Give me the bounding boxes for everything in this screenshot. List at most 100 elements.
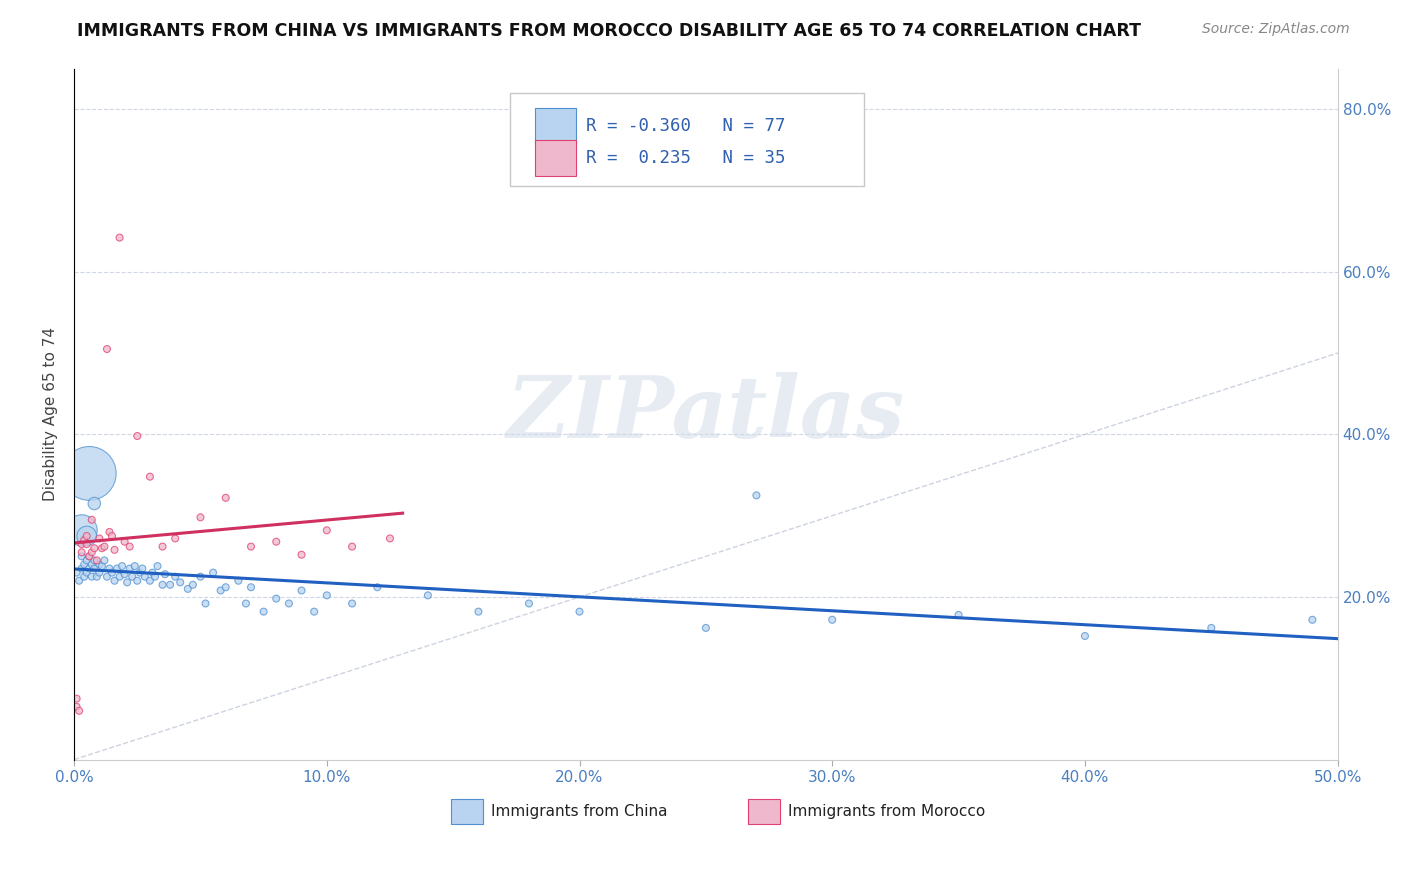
Point <box>105 561 128 575</box>
Point <box>83 553 105 567</box>
Point <box>80 558 103 572</box>
Point <box>169 575 191 590</box>
Point <box>366 580 388 594</box>
Point <box>77 549 100 564</box>
Point <box>152 578 174 592</box>
Point <box>127 429 149 443</box>
Point <box>121 569 143 583</box>
Point <box>315 524 337 538</box>
Point <box>76 529 98 543</box>
Point <box>86 553 108 567</box>
Point <box>77 467 100 481</box>
Point <box>127 574 149 588</box>
Point <box>83 561 105 575</box>
Point <box>165 532 187 546</box>
Point <box>302 605 325 619</box>
Point <box>159 578 181 592</box>
Point <box>143 569 166 583</box>
Point <box>568 605 591 619</box>
Point <box>67 704 90 718</box>
FancyBboxPatch shape <box>748 799 780 824</box>
Point <box>152 540 174 554</box>
Point <box>76 553 98 567</box>
Point <box>108 230 131 244</box>
Point <box>98 524 121 539</box>
Point <box>108 569 131 583</box>
FancyBboxPatch shape <box>536 140 575 177</box>
FancyBboxPatch shape <box>451 799 484 824</box>
Point <box>93 540 115 554</box>
Point <box>70 561 93 575</box>
Point <box>89 558 111 572</box>
Point <box>948 607 970 622</box>
Point <box>131 561 153 575</box>
Point <box>118 540 141 554</box>
FancyBboxPatch shape <box>510 93 863 186</box>
Point <box>378 532 401 546</box>
Point <box>80 513 103 527</box>
Point <box>467 605 489 619</box>
Point <box>139 469 162 483</box>
Point <box>90 559 112 574</box>
Point <box>80 569 103 583</box>
Point <box>96 342 118 356</box>
Point <box>89 532 111 546</box>
Point <box>517 597 540 611</box>
Point <box>65 566 87 580</box>
Point <box>194 597 217 611</box>
Point <box>277 597 299 611</box>
Point <box>190 569 212 583</box>
Point <box>86 569 108 583</box>
Point <box>67 574 90 588</box>
Point <box>65 691 87 706</box>
Point <box>73 558 96 572</box>
Point <box>76 537 98 551</box>
Point <box>177 582 200 596</box>
Point <box>290 548 312 562</box>
Y-axis label: Disability Age 65 to 74: Disability Age 65 to 74 <box>44 327 58 501</box>
Text: R =  0.235   N = 35: R = 0.235 N = 35 <box>586 149 786 168</box>
Point <box>146 559 169 574</box>
Point <box>83 541 105 556</box>
Point <box>73 569 96 583</box>
Point <box>70 524 93 538</box>
Point <box>821 613 844 627</box>
Text: IMMIGRANTS FROM CHINA VS IMMIGRANTS FROM MOROCCO DISABILITY AGE 65 TO 74 CORRELA: IMMIGRANTS FROM CHINA VS IMMIGRANTS FROM… <box>77 22 1142 40</box>
Point <box>70 545 93 559</box>
Point <box>80 545 103 559</box>
Point <box>114 534 136 549</box>
Point <box>124 559 146 574</box>
Point <box>215 491 238 505</box>
Point <box>77 549 100 564</box>
Point <box>118 561 141 575</box>
Point <box>252 605 274 619</box>
Point <box>103 574 125 588</box>
Point <box>209 583 232 598</box>
Point <box>128 566 150 580</box>
Point <box>90 541 112 556</box>
Point <box>695 621 717 635</box>
Point <box>202 566 225 580</box>
Text: Immigrants from Morocco: Immigrants from Morocco <box>787 804 986 819</box>
Point <box>115 575 138 590</box>
Point <box>65 699 87 714</box>
Point <box>290 583 312 598</box>
Point <box>1201 621 1223 635</box>
Point <box>76 529 98 543</box>
Point <box>141 566 163 580</box>
Point <box>153 567 176 582</box>
Text: Immigrants from China: Immigrants from China <box>491 804 668 819</box>
Point <box>190 510 212 524</box>
Point <box>745 488 768 502</box>
Point <box>235 597 257 611</box>
Point <box>96 569 118 583</box>
Point <box>240 540 263 554</box>
Point <box>70 537 93 551</box>
Point <box>98 561 121 575</box>
Point <box>416 588 439 602</box>
Point <box>181 578 204 592</box>
Point <box>240 580 263 594</box>
Point <box>264 534 287 549</box>
Point <box>77 561 100 575</box>
Point <box>165 569 187 583</box>
